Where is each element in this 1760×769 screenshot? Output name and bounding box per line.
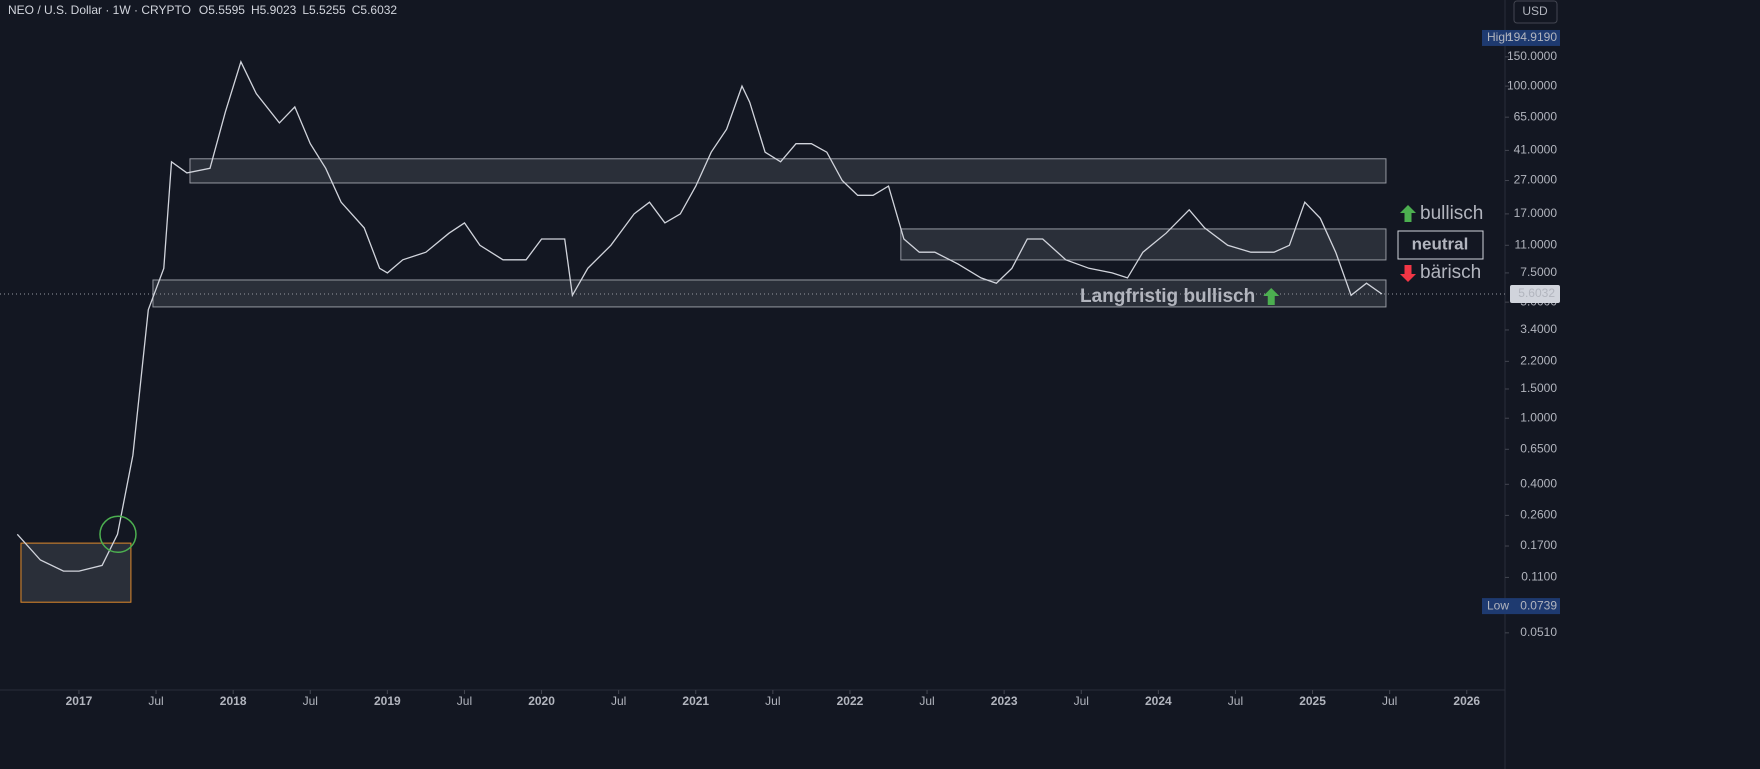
arrow-icon — [1400, 205, 1416, 222]
zone — [20, 542, 132, 603]
ohlc: H5.9023 — [251, 3, 297, 17]
highlight-circle — [99, 515, 137, 554]
x-tick-label: Jul — [1228, 694, 1243, 708]
x-tick-label: Jul — [1074, 694, 1089, 708]
y-tick-label: 100.0000 — [1507, 78, 1557, 92]
x-tick-label: 2026 — [1453, 694, 1480, 708]
currency-button[interactable] — [1513, 0, 1558, 24]
low-label: Low — [1487, 598, 1509, 612]
x-tick-label: Jul — [457, 694, 472, 708]
last-price-box — [1510, 284, 1560, 303]
x-tick-label: 2022 — [837, 694, 864, 708]
high-label: High — [1487, 30, 1512, 44]
high-marker — [1482, 29, 1560, 46]
last-price-label: 5.6032 — [1518, 286, 1555, 300]
y-tick-label: 41.0000 — [1514, 143, 1558, 157]
x-tick-label: 2024 — [1145, 694, 1172, 708]
x-tick-label: Jul — [611, 694, 626, 708]
annotation: bullisch — [1420, 203, 1483, 224]
x-tick-label: 2025 — [1299, 694, 1326, 708]
annotation: neutral — [1412, 234, 1469, 253]
symbol: NEO / U.S. Dollar · 1W · CRYPTO — [8, 3, 191, 17]
ohlc: C5.6032 — [352, 3, 398, 17]
y-tick-label: 3.4000 — [1520, 322, 1557, 336]
ohlc: O5.5595 — [199, 3, 245, 17]
x-tick-label: 2018 — [220, 694, 247, 708]
y-tick-label: 7.5000 — [1520, 265, 1557, 279]
arrow-icon — [1400, 265, 1416, 282]
price-line — [16, 60, 1383, 572]
y-tick-label: 11.0000 — [1515, 237, 1558, 251]
y-tick-label: 0.2600 — [1520, 508, 1557, 522]
x-tick-label: 2019 — [374, 694, 401, 708]
y-tick-label: 65.0000 — [1514, 109, 1558, 123]
ohlc: L5.5255 — [302, 3, 346, 17]
y-tick-label: 150.0000 — [1507, 49, 1557, 63]
y-tick-label: 0.1700 — [1520, 538, 1557, 552]
annotation: bärisch — [1420, 262, 1481, 283]
x-tick-label: 2020 — [528, 694, 555, 708]
annotation: Langfristig bullisch — [1080, 286, 1255, 307]
zone — [189, 158, 1387, 184]
x-tick-label: 2021 — [682, 694, 709, 708]
currency[interactable]: USD — [1522, 4, 1548, 18]
x-tick-label: Jul — [303, 694, 318, 708]
y-tick-label: 2.2000 — [1520, 354, 1557, 368]
x-tick-label: Jul — [765, 694, 780, 708]
zone — [900, 228, 1387, 261]
high-value: 194.9190 — [1507, 30, 1557, 44]
annotation-box — [1397, 230, 1484, 260]
x-tick-label: Jul — [919, 694, 934, 708]
y-tick-label: 0.1100 — [1521, 570, 1557, 584]
y-tick-label: 0.0510 — [1520, 625, 1557, 639]
arrow-icon — [1263, 288, 1280, 305]
y-tick-label: 27.0000 — [1514, 173, 1558, 187]
x-tick-label: Jul — [148, 694, 163, 708]
x-tick-label: 2017 — [66, 694, 93, 708]
header: NEO / U.S. Dollar · 1W · CRYPTO O5.5595 H5… — [8, 3, 397, 17]
x-tick-label: Jul — [1382, 694, 1397, 708]
y-tick-label: 0.4000 — [1520, 476, 1557, 490]
y-tick-label: 0.6500 — [1520, 441, 1557, 455]
low-value: 0.0739 — [1520, 598, 1557, 612]
y-tick-label: 1.5000 — [1520, 381, 1557, 395]
y-tick-label: 1.0000 — [1520, 410, 1557, 424]
low-marker — [1482, 598, 1560, 615]
x-tick-label: 2023 — [991, 694, 1018, 708]
y-tick-label: 17.0000 — [1514, 206, 1558, 220]
